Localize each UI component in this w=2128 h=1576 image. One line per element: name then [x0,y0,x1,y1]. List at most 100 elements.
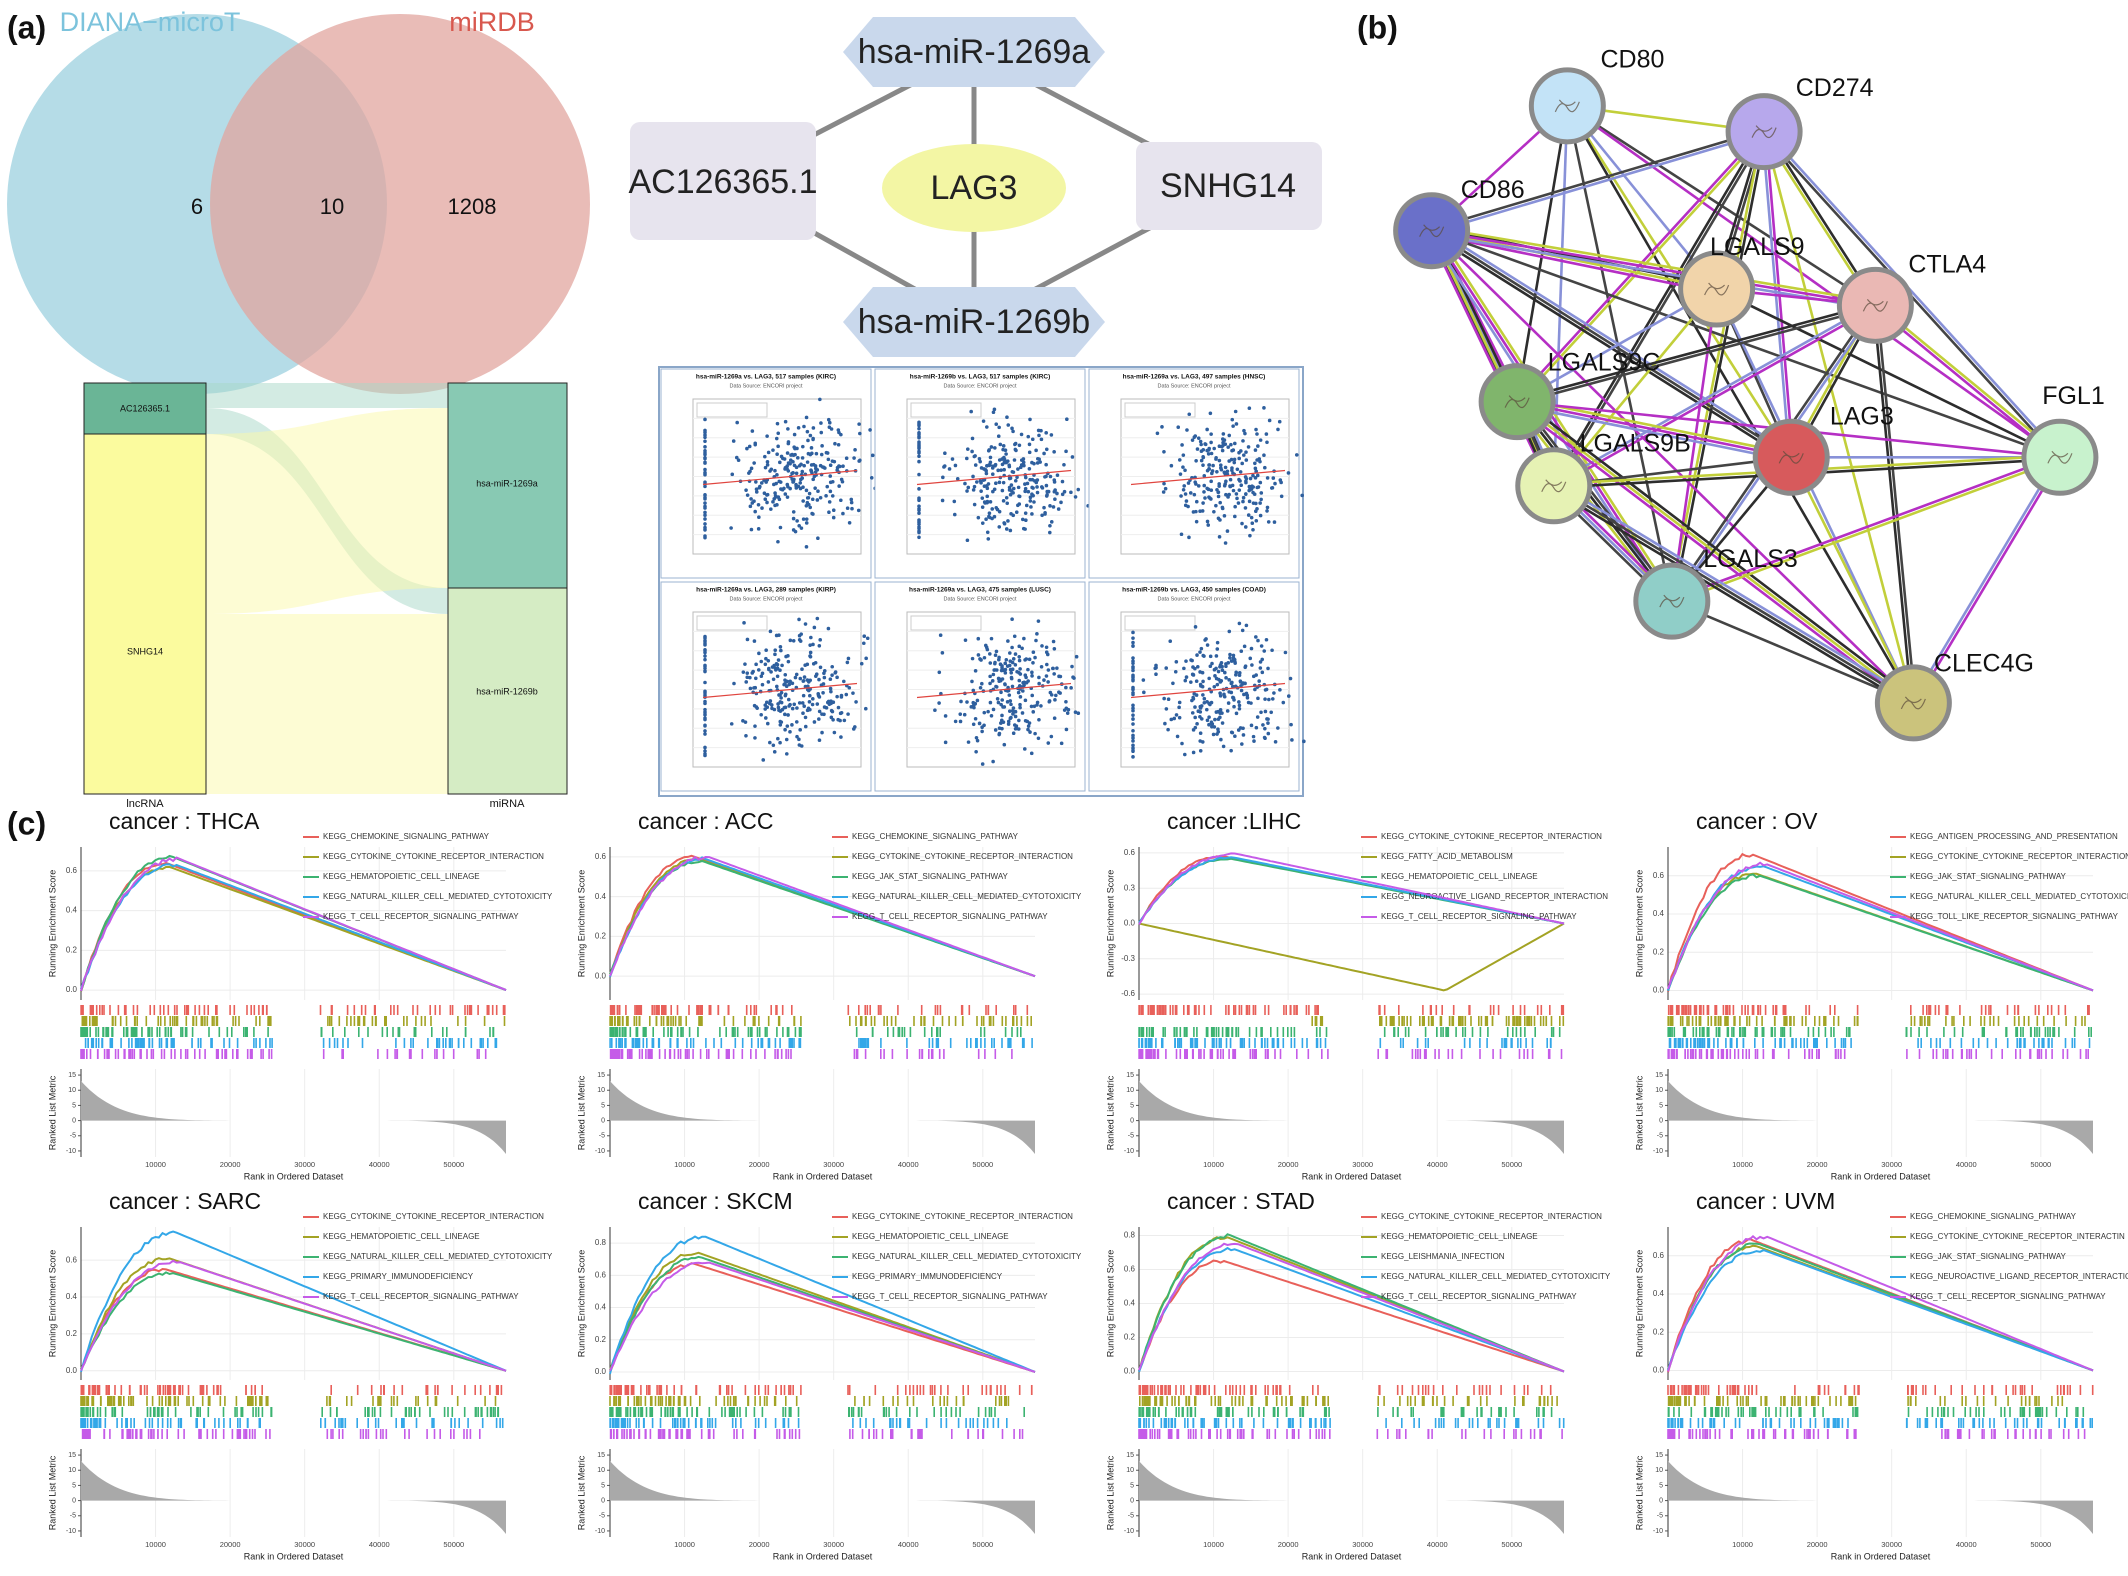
legend-label: KEGG_NATURAL_KILLER_CELL_MEDIATED_CYTOTO… [852,1252,1082,1261]
regression-line [916,682,1072,699]
ppi-edge [1431,229,2061,459]
y-tick-label: 0.4 [595,892,607,901]
ppi-edge [1554,131,1767,488]
ppi-node-label: LGALS9 [1710,233,1805,261]
gsea-title: cancer : STAD [1167,1188,1315,1214]
y-tick-label: 0 [1659,1497,1663,1504]
y-tick-label: -0.3 [1121,954,1135,963]
enrichment-curve [609,1235,1036,1375]
y-tick-label: 15 [597,1072,605,1079]
hit-marks [1138,1038,1552,1048]
gsea-title: cancer :LIHC [1167,808,1301,834]
y-tick-label: 5 [1130,1482,1134,1489]
legend-label: KEGG_T_CELL_RECEPTOR_SIGNALING_PATHWAY [1381,912,1577,921]
ppi-edge [1672,131,1768,602]
y-tick-label: 5 [1130,1102,1134,1109]
hit-marks [1668,1038,2091,1048]
x-tick-label: 20000 [1807,1540,1828,1549]
legend-label: KEGG_HEMATOPOIETIC_CELL_LINEAGE [1381,872,1538,881]
scatter-title: hsa-miR-1269b vs. LAG3, 517 samples (KIR… [910,374,1051,381]
ppi-edge [1516,400,1792,459]
sankey-flow [206,408,448,614]
ppi-node-label: LGALS3 [1703,545,1798,573]
scatter-points [703,397,877,549]
mirna-node [843,17,1105,87]
y-tick-label: 0.2 [1124,1333,1136,1342]
ppi-edge [1764,129,2063,458]
x-tick-label: 30000 [294,1160,315,1169]
x-tick-label: 50000 [972,1160,993,1169]
x-tick-label: 10000 [1732,1160,1753,1169]
legend-label: KEGG_CYTOKINE_CYTOKINE_RECEPTOR_INTERACT… [1381,832,1602,841]
hit-marks [1138,1429,1563,1439]
y-tick-label: -5 [599,1513,605,1520]
y-tick-label: 10 [1126,1467,1134,1474]
x-axis-label: Rank in Ordered Dataset [1302,1551,1402,1561]
y-tick-label: 0.3 [1124,883,1136,892]
y-tick-label: 0.0 [66,1366,78,1375]
x-tick-label: 10000 [1203,1540,1224,1549]
legend-label: KEGG_T_CELL_RECEPTOR_SIGNALING_PATHWAY [852,912,1048,921]
score-plot-area [1668,847,2093,1000]
x-axis-label: Rank in Ordered Dataset [244,1551,344,1561]
ppi-node-label: CD274 [1796,74,1874,102]
legend-label: KEGG_CYTOKINE_CYTOKINE_RECEPTOR_INTERACT… [1910,852,2128,861]
ppi-node-label: CTLA4 [1908,251,1986,279]
y-tick-label: 0.8 [595,1238,607,1247]
y-tick-label: 0.6 [595,1270,607,1279]
x-axis-label: Rank in Ordered Dataset [244,1171,344,1181]
scatter-frame [658,366,1304,797]
ppi-edge [1518,397,1917,702]
ppi-edge [1715,288,1915,704]
x-tick-label: 30000 [294,1540,315,1549]
panel-label: (c) [7,805,46,841]
gene-node [882,144,1066,232]
y-axis-label: Ranked List Metric [47,1075,57,1150]
network-node-label: SNHG14 [1160,167,1296,205]
ppi-node-label: FGL1 [2042,382,2105,410]
legend-label: KEGG_NEUROACTIVE_LIGAND_RECEPTOR_INTERAC… [1910,1272,2128,1281]
y-axis-label: Running Enrichment Score [1634,870,1644,978]
scatter-subtitle: Data Source: ENCORI project [943,596,1017,602]
x-tick-label: 50000 [1501,1540,1522,1549]
ppi-edge [1517,305,1877,405]
hit-marks [1667,1396,2064,1406]
x-tick-label: 10000 [145,1160,166,1169]
y-tick-label: 0 [1130,1497,1134,1504]
y-tick-label: -5 [70,1133,76,1140]
hit-marks [1139,1396,1558,1406]
y-tick-label: -10 [1124,1528,1134,1535]
protein-structure [1659,594,1685,608]
y-tick-label: 10 [597,1467,605,1474]
x-tick-label: 20000 [749,1540,770,1549]
y-axis-label: Running Enrichment Score [1105,870,1115,978]
y-tick-label: 0.0 [1124,1367,1136,1376]
y-tick-label: -10 [1653,1528,1663,1535]
ppi-edge [1518,398,1676,600]
sankey-node [83,433,207,795]
enrichment-curve [1667,873,2094,992]
hit-marks [1138,1407,1553,1417]
y-tick-label: 15 [1655,1072,1663,1079]
legend-label: KEGG_CYTOKINE_CYTOKINE_RECEPTOR_INTERACT… [1381,1212,1602,1221]
y-tick-label: 15 [68,1452,76,1459]
venn-right [210,14,590,394]
x-tick-label: 10000 [674,1540,695,1549]
hit-marks [609,1429,1024,1439]
y-tick-label: 15 [597,1452,605,1459]
ppi-edge [1671,599,1914,705]
hit-marks [609,1038,1033,1048]
lncrna-node [630,122,816,240]
enrichment-curve [1138,1242,1565,1373]
ppi-edge [1910,455,2060,703]
enrichment-curve [1667,861,2094,992]
regression-line [702,469,858,486]
y-tick-label: 0 [72,1497,76,1504]
y-tick-label: 0.2 [1653,1327,1665,1336]
y-axis-label: Running Enrichment Score [1634,1250,1644,1358]
y-tick-label: -10 [595,1148,605,1155]
x-tick-label: 40000 [369,1160,390,1169]
x-axis-label: Rank in Ordered Dataset [1831,1551,1931,1561]
hit-marks [1138,1385,1552,1395]
